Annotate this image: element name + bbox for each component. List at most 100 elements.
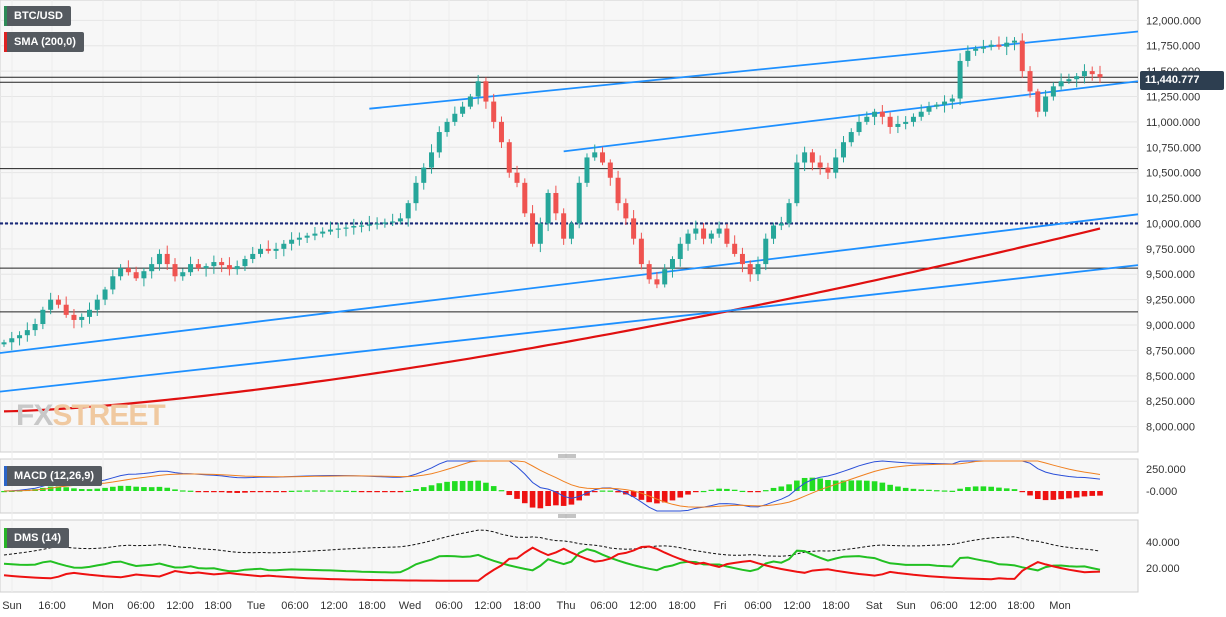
macd-histogram-bar (988, 486, 994, 491)
candle-body (250, 253, 256, 260)
x-tick-label: 16:00 (38, 600, 66, 612)
candle-body (1081, 71, 1087, 77)
macd-histogram-bar (856, 480, 862, 491)
candle-body (724, 228, 730, 244)
candle-body (1066, 79, 1072, 82)
y-tick-label: 10,250.000 (1146, 193, 1201, 205)
candle-body (716, 228, 722, 234)
pane-resize-handle-macd[interactable] (556, 454, 578, 459)
logo-part1: FX (16, 399, 53, 432)
macd-histogram-bar (405, 490, 411, 492)
dms-plus-line (3, 548, 1101, 574)
macd-histogram-bar (420, 487, 427, 491)
candle-body (498, 121, 504, 143)
pane-resize-handle-dms[interactable] (556, 514, 578, 519)
candle-body (662, 269, 668, 285)
macd-histogram-bar (475, 480, 481, 491)
macd-histogram-bar (762, 490, 769, 492)
candle-body (444, 121, 450, 133)
candle-body (755, 264, 761, 275)
candle-body (514, 172, 520, 183)
y-tick-label: 12,000.000 (1146, 15, 1201, 27)
macd-histogram-bar (242, 491, 248, 493)
y-tick-label: 10,000.000 (1146, 218, 1201, 230)
macd-tick-label: -0.000 (1146, 486, 1177, 498)
macd-histogram-bar (55, 486, 62, 491)
x-tick-label: 18:00 (513, 600, 541, 612)
macd-histogram-bar (654, 491, 660, 504)
candle-body (833, 157, 839, 173)
macd-histogram-bar (576, 491, 583, 501)
candle-body (281, 243, 287, 249)
macd-histogram-bar (47, 486, 54, 491)
candle-body (1027, 71, 1033, 92)
current-price-tag: 11,440.777 (1140, 71, 1224, 90)
candle-body (934, 104, 940, 107)
macd-histogram-bar (436, 483, 443, 491)
candle-body (623, 203, 629, 219)
macd-histogram-bar (786, 484, 792, 491)
macd-histogram-bar (249, 491, 256, 493)
x-tick-label: Thu (557, 600, 576, 612)
dms-minus-line (3, 545, 1101, 582)
candle-body (467, 96, 473, 107)
candle-body (957, 60, 963, 99)
candle-body (1074, 76, 1080, 80)
macd-histogram-bar (444, 481, 450, 491)
sma-indicator-label[interactable]: SMA (200,0) (4, 32, 84, 52)
macd-histogram-bar (615, 491, 621, 493)
trend-line (0, 264, 1139, 393)
candle-body (32, 324, 38, 331)
macd-histogram-bar (553, 491, 559, 506)
macd-histogram-bar (195, 491, 202, 493)
candle-body (631, 218, 637, 239)
macd-histogram-bar (996, 487, 1002, 491)
macd-histogram-bar (452, 481, 458, 491)
macd-histogram-bar (78, 489, 85, 491)
macd-histogram-bar (902, 487, 909, 491)
candle-body (1058, 81, 1064, 87)
candle-body (405, 203, 411, 219)
macd-histogram-bar (234, 491, 240, 493)
macd-histogram-bar (755, 491, 761, 493)
macd-histogram-bar (94, 488, 101, 491)
instrument-label[interactable]: BTC/USD (4, 6, 71, 26)
macd-histogram-bar (397, 491, 404, 493)
x-tick-label: 12:00 (166, 600, 194, 612)
x-tick-label: 06:00 (744, 600, 772, 612)
macd-histogram-bar (141, 487, 147, 491)
macd-histogram-bar (731, 489, 738, 491)
y-tick-label: 11,250.000 (1146, 91, 1200, 103)
x-tick-label: 18:00 (1007, 600, 1035, 612)
macd-histogram-bar (716, 488, 722, 491)
y-tick-label: 8,500.000 (1146, 371, 1195, 383)
macd-histogram-bar (1, 491, 7, 493)
candle-body (856, 121, 862, 133)
macd-histogram-bar (879, 482, 886, 491)
y-tick-label: 9,750.000 (1146, 244, 1195, 256)
macd-indicator-label[interactable]: MACD (12,26,9) (4, 466, 103, 486)
x-tick-label: Mon (1049, 600, 1070, 612)
macd-histogram-bar (218, 491, 225, 493)
macd-histogram-bar (887, 484, 893, 491)
candle-body (265, 248, 271, 251)
macd-histogram-bar (949, 490, 956, 492)
macd-histogram-bar (941, 490, 948, 492)
candle-body (390, 221, 396, 223)
trend-line (0, 213, 1139, 354)
candle-body (110, 276, 116, 290)
candle-body (79, 316, 85, 320)
dms-indicator-label[interactable]: DMS (14) (4, 528, 70, 548)
x-tick-label: Fri (714, 600, 727, 612)
candle-body (592, 152, 598, 158)
macd-histogram-bar (413, 489, 419, 491)
x-tick-label: Mon (92, 600, 113, 612)
candle-body (1089, 71, 1095, 75)
candle-body (188, 264, 194, 273)
macd-histogram-bar (1081, 491, 1088, 497)
macd-histogram-bar (319, 490, 326, 492)
candle-body (195, 264, 201, 269)
x-tick-label: Tue (247, 600, 266, 612)
candle-body (382, 222, 388, 224)
x-tick-labels: Sun 16:00 Mon 06:00 12:00 18:00 Tue 06:00 12:00 1… (2, 600, 1070, 612)
